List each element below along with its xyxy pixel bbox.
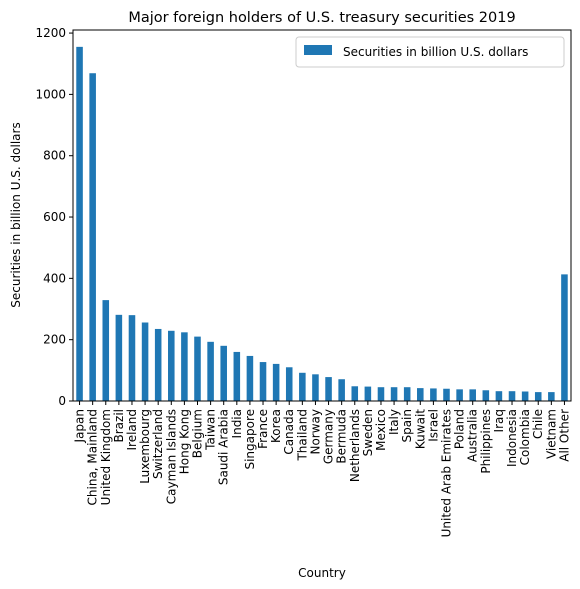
bar-chile [534,392,542,401]
x-tick-label: United Kingdom [99,409,113,505]
bar-saudi-arabia [220,345,227,401]
x-tick-label: Israel [426,409,440,442]
bar-spain [403,387,411,401]
bar-india [233,351,241,401]
bars-group [76,46,568,402]
x-tick-label: Netherlands [348,409,362,482]
bar-united-arab-emirates [443,388,450,401]
x-tick-label: Norway [308,409,322,455]
x-tick-label: Poland [453,409,467,449]
x-tick-label: Japan [73,409,87,443]
bar-australia [469,389,476,401]
legend-box [295,36,565,68]
y-tick-label: 200 [43,333,66,347]
x-tick-label: Korea [269,409,283,443]
bar-japan [76,46,83,402]
bar-luxembourg [141,322,149,401]
x-tick-label: Germany [322,409,336,464]
y-tick-label: 1000 [35,87,66,101]
bar-indonesia [508,391,516,401]
x-tick-label: China, Mainland [86,409,100,505]
bar-sweden [364,386,372,401]
bar-vietnam [548,392,555,401]
bar-norway [312,374,319,401]
x-tick-label: Chile [531,409,545,439]
bar-hong-kong [181,332,188,401]
bar-italy [390,387,398,401]
x-tick-label: Brazil [112,409,126,443]
x-tick-label: Sweden [361,409,375,456]
x-tick-label: Kuwait [413,409,427,449]
y-tick-label: 600 [43,210,66,224]
bar-all-other [561,274,568,401]
bar-bermuda [338,379,345,401]
bar-singapore [246,355,254,401]
bar-france [259,362,267,401]
bar-belgium [194,336,201,401]
bar-canada [285,367,293,401]
bar-brazil [115,314,123,401]
x-tick-label: Philippines [479,409,493,474]
y-axis-label: Securities in billion U.S. dollars [9,122,23,307]
x-tick-label: Taiwan [204,409,218,451]
x-tick-label: Colombia [518,409,532,465]
chart-title: Major foreign holders of U.S. treasury s… [128,10,515,26]
y-tick-label: 400 [43,271,66,285]
bar-netherlands [351,386,359,401]
x-tick-label: Thailand [295,409,309,462]
y-tick-label: 800 [43,149,66,163]
bar-ireland [128,315,136,401]
x-tick-label: Hong Kong [177,409,191,474]
x-axis: Japan China, Mainland United Kingdom Brazil… [73,401,571,537]
bar-israel [430,388,437,401]
x-tick-label: Belgium [191,409,205,458]
x-tick-label: Cayman Islands [164,409,178,504]
bar-mexico [377,387,385,401]
bar-cayman-islands [168,330,175,401]
x-tick-label: India [230,409,244,438]
x-tick-label: Ireland [125,409,139,451]
bar-switzerland [154,328,162,401]
x-tick-label: Italy [387,409,401,435]
y-tick-label: 1200 [35,26,66,40]
x-tick-label: United Arab Emirates [440,409,454,537]
x-tick-label: France [256,409,270,449]
x-tick-label: Canada [282,409,296,455]
bar-united-kingdom [102,300,110,401]
y-axis: 0 200 400 600 800 1000 1200 [35,26,73,408]
x-tick-label: Luxembourg [138,409,152,484]
x-tick-label: Saudi Arabia [217,409,231,485]
legend-entry: Securities in billion U.S. dollars [343,45,528,59]
x-tick-label: Singapore [243,409,257,470]
x-tick-label: Australia [466,409,480,462]
legend: Securities in billion U.S. dollars [295,36,565,68]
x-tick-label: Indonesia [505,409,519,467]
bar-thailand [299,372,306,401]
x-tick-label: Bermuda [335,409,349,464]
bar-korea [272,363,280,401]
x-tick-label: Switzerland [151,409,165,479]
y-tick-label: 0 [58,394,66,408]
bar-taiwan [207,341,214,401]
bar-germany [325,377,332,401]
bar-colombia [521,391,529,401]
bar-poland [456,389,463,401]
bar-philippines [482,390,490,401]
legend-swatch [304,45,332,55]
x-tick-label: Mexico [374,409,388,451]
bar-kuwait [417,388,424,401]
bar-iraq [495,391,503,401]
x-tick-label: Iraq [492,409,506,432]
x-tick-label: Vietnam [544,409,558,459]
x-axis-label: Country [298,566,346,580]
x-tick-label: All Other [557,409,571,462]
plot-frame [72,29,572,402]
bar-china-mainland [89,73,96,401]
x-tick-label: Spain [400,409,414,443]
